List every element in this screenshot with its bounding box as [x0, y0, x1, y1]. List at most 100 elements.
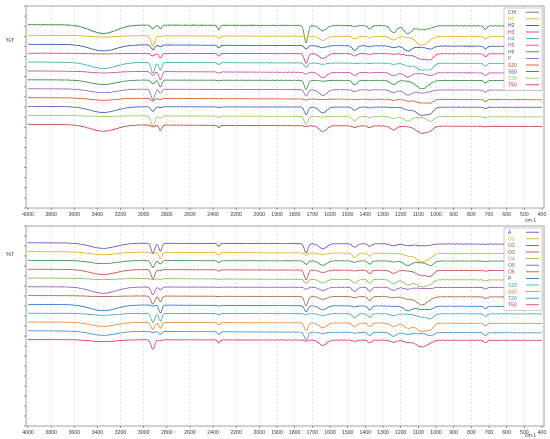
bottom-plot-frame: [25, 225, 545, 427]
x-tick-label: 2800: [161, 430, 173, 436]
x-tick-label: 600: [502, 212, 511, 218]
x-tick-label: 1000: [430, 430, 442, 436]
spectrum-s50: [27, 321, 543, 333]
legend-label: CHI: [508, 10, 517, 16]
x-tick-label: 400: [538, 212, 547, 218]
x-tick-label: 3800: [45, 212, 57, 218]
spectrum-o3: [27, 268, 543, 280]
spectrum-h2: [27, 43, 543, 52]
x-tick-label: 1100: [413, 212, 424, 218]
x-tick-label: 2200: [230, 430, 242, 436]
x-tick-label: 2400: [207, 212, 219, 218]
x-tick-label: 3600: [68, 212, 80, 218]
x-tick-label: 1700: [307, 430, 319, 436]
legend-label: H5: [508, 43, 515, 49]
spectrum-h6: [27, 79, 543, 90]
legend-label: P: [508, 276, 512, 282]
x-tick-label: 2200: [230, 212, 242, 218]
x-tick-label: 1900: [271, 212, 283, 218]
bottom-grid: [27, 226, 543, 426]
x-tick-label: 800: [467, 430, 476, 436]
x-tick-label: 3200: [115, 212, 127, 218]
legend-label: S50: [508, 69, 517, 75]
x-tick-label: 700: [485, 430, 494, 436]
spectrum-h5: [28, 70, 543, 81]
x-tick-label: 1800: [289, 430, 301, 436]
spectrum-t20: [27, 114, 542, 127]
x-tick-label: 3600: [68, 430, 80, 436]
x-tick-label: 3200: [115, 430, 127, 436]
x-tick-label: 2600: [184, 212, 196, 218]
bottom-y-axis-label: %T: [6, 252, 15, 258]
spectrum-s20: [28, 312, 543, 323]
legend-label: H4: [508, 36, 515, 42]
legend-label: T20: [508, 296, 517, 302]
spectrum-s50: [27, 105, 543, 116]
x-tick-label: 600: [502, 430, 511, 436]
legend-label: S50: [508, 289, 517, 295]
x-tick-label: 3000: [138, 430, 150, 436]
bottom-spectra-panel: %T 4000 3800 3600 3400 3200 3000 2800 2600 2400 2…: [6, 225, 547, 439]
legend-label: T50: [508, 83, 517, 89]
x-tick-label: 1900: [271, 430, 283, 436]
legend-label: P: [508, 56, 512, 62]
x-tick-label: 1000: [430, 212, 442, 218]
x-tick-label: 2800: [161, 212, 173, 218]
x-tick-label: 900: [449, 430, 458, 436]
spectrum-p: [27, 88, 542, 101]
spectrum-o5: [27, 286, 543, 295]
spectrum-t50: [28, 123, 543, 134]
x-tick-label: 500: [520, 212, 529, 218]
x-tick-label: 2000: [254, 430, 266, 436]
legend-box: [503, 7, 543, 91]
x-tick-label: 1600: [324, 430, 336, 436]
x-tick-label: 4000: [22, 430, 34, 436]
x-tick-label: 400: [538, 430, 547, 436]
x-tick-label: 4000: [22, 212, 34, 218]
x-tick-label: 2600: [184, 430, 196, 436]
bottom-traces: [27, 242, 543, 350]
legend-label: H1: [508, 17, 515, 23]
x-tick-label: 1700: [307, 212, 319, 218]
x-tick-label: 1500: [342, 430, 354, 436]
x-tick-label: 3400: [92, 430, 104, 436]
spectrum-s20: [28, 97, 543, 104]
legend-label: O6: [508, 270, 515, 276]
legend-label: O5: [508, 263, 515, 269]
x-tick-label: 1500: [342, 212, 354, 218]
legend-box: [503, 227, 543, 311]
x-tick-label: 2000: [254, 212, 266, 218]
top-spectra-panel: %T 4000 3800 3600 3400 3200 3000 2800 2600 2400 2…: [6, 5, 547, 224]
x-tick-label: 1200: [395, 212, 407, 218]
legend-label: T50: [508, 303, 517, 309]
legend-label: H3: [508, 30, 515, 36]
x-tick-label: 1200: [395, 430, 407, 436]
top-x-unit-label: cm-1: [525, 218, 536, 224]
legend-label: S20: [508, 63, 517, 69]
spectrum-o4: [28, 277, 543, 288]
legend-label: O4: [508, 256, 515, 262]
legend-label: O1: [508, 237, 515, 243]
spectrum-p: [28, 303, 543, 314]
top-y-axis-label: %T: [6, 38, 15, 44]
legend-label: O3: [508, 250, 515, 256]
x-tick-label: 1100: [413, 430, 424, 436]
spectrum-t20: [28, 330, 543, 341]
spectrum-h4: [27, 61, 543, 74]
spectrum-o6: [27, 294, 543, 306]
spectrum-h3: [27, 52, 543, 64]
x-tick-label: 3000: [138, 212, 150, 218]
bottom-x-unit-label: cm-1: [525, 433, 536, 439]
x-tick-label: 1600: [324, 212, 336, 218]
x-tick-label: 800: [467, 212, 476, 218]
x-tick-label: 2400: [207, 430, 219, 436]
spectrum-h1: [27, 34, 543, 47]
legend-label: A: [508, 230, 512, 236]
legend-label: T20: [508, 76, 517, 82]
bottom-x-axis: 4000 3800 3600 3400 3200 3000 2800 2600 2400 2200…: [22, 225, 547, 436]
top-traces: [27, 23, 543, 134]
x-tick-label: 1400: [360, 212, 372, 218]
legend-label: H2: [508, 23, 515, 29]
